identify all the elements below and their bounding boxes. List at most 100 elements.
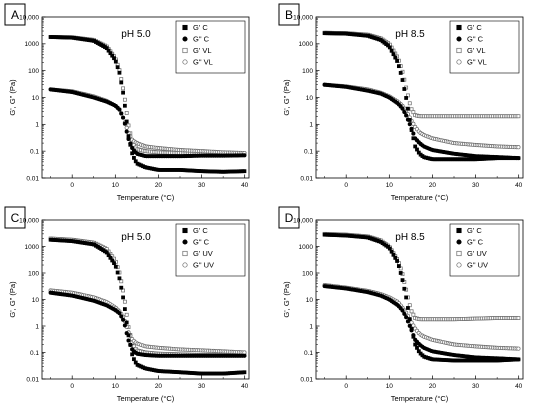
- data-point: [400, 308, 405, 313]
- y-tick-label: 0.1: [30, 148, 39, 155]
- legend-entry: G' C: [193, 23, 208, 32]
- chart-panel-c: C 0.01 0.1 1 10 100 1000 10,000 0 10 20 30 40 Tempera…: [4, 206, 250, 403]
- x-tick-label: 20: [155, 182, 163, 189]
- data-point: [126, 338, 131, 343]
- series-g-c: [322, 284, 521, 362]
- legend-marker: [182, 262, 188, 268]
- y-tick-label: 10,000: [19, 14, 39, 21]
- data-point: [407, 122, 412, 127]
- data-point: [121, 317, 126, 322]
- y-tick-label: 0.1: [304, 350, 313, 357]
- data-point: [242, 370, 247, 375]
- x-tick-label: 20: [155, 383, 163, 390]
- data-point: [413, 144, 418, 149]
- data-point: [128, 342, 133, 347]
- series-g-c: [48, 290, 247, 358]
- legend-marker: [456, 262, 462, 268]
- data-point: [122, 97, 127, 102]
- y-axis-label: G', G" (Pa): [282, 281, 291, 318]
- x-axis-label: Temperature (°C): [391, 394, 449, 403]
- data-point: [117, 276, 122, 281]
- y-tick-label: 0.01: [26, 175, 39, 182]
- data-point: [396, 64, 401, 69]
- plot-area: [48, 35, 247, 174]
- data-point: [398, 71, 403, 75]
- chart-title: pH 5.0: [121, 29, 151, 40]
- y-tick-label: 0.01: [26, 376, 39, 383]
- data-point: [404, 295, 409, 300]
- y-tick-label: 10: [306, 297, 314, 304]
- series-g-c: [322, 82, 521, 161]
- data-point: [409, 328, 414, 333]
- y-axis-label: G', G" (Pa): [8, 281, 17, 318]
- legend-marker: [182, 227, 188, 234]
- data-point: [396, 264, 401, 268]
- data-point: [121, 115, 126, 120]
- series-g-c: [48, 35, 247, 174]
- legend-entry: G" C: [467, 35, 484, 44]
- data-point: [113, 264, 118, 269]
- x-tick-label: 10: [386, 182, 394, 189]
- legend-marker: [456, 250, 462, 257]
- x-axis-label: Temperature (°C): [391, 193, 449, 202]
- panel-label: A: [11, 8, 19, 22]
- plot-area: [322, 30, 521, 162]
- data-point: [130, 352, 135, 357]
- data-point: [119, 314, 124, 319]
- y-tick-label: 10,000: [293, 217, 313, 224]
- data-point: [409, 126, 414, 131]
- legend-marker: [182, 24, 188, 31]
- legend-marker: [456, 227, 462, 234]
- data-point: [124, 320, 129, 325]
- x-tick-label: 30: [472, 383, 480, 390]
- data-point: [124, 312, 129, 317]
- y-tick-label: 0.01: [300, 175, 313, 182]
- data-point: [402, 286, 407, 291]
- data-point: [117, 107, 122, 112]
- x-tick-label: 20: [429, 383, 437, 390]
- x-tick-label: 0: [70, 182, 74, 189]
- y-tick-label: 1: [35, 122, 39, 129]
- legend: G' C G" C G' VL G" VL: [175, 20, 246, 74]
- chart-title: pH 5.0: [121, 232, 151, 243]
- data-point: [402, 311, 407, 316]
- series-g-vl: [48, 87, 247, 156]
- data-point: [242, 153, 247, 158]
- data-point: [393, 55, 398, 60]
- data-point: [516, 357, 521, 362]
- data-point: [395, 59, 399, 63]
- y-tick-label: 1: [309, 323, 313, 330]
- data-point: [405, 319, 410, 324]
- data-point: [415, 345, 419, 350]
- x-tick-label: 20: [429, 182, 437, 189]
- series-g-c: [48, 237, 247, 376]
- legend-marker: [456, 36, 462, 42]
- legend: G' C G" C G' UV G" UV: [449, 223, 520, 277]
- data-point: [404, 96, 409, 100]
- data-point: [387, 246, 392, 251]
- x-axis-label: Temperature (°C): [117, 394, 175, 403]
- legend-marker: [182, 250, 188, 257]
- legend-entry: G" UV: [193, 261, 214, 270]
- data-point: [121, 86, 125, 91]
- data-point: [132, 357, 136, 362]
- data-point: [124, 125, 129, 130]
- data-point: [400, 106, 405, 111]
- panel-label-box: [4, 206, 26, 229]
- data-point: [389, 48, 394, 53]
- legend-marker: [182, 47, 188, 54]
- legend-entry: G" C: [193, 35, 210, 44]
- x-tick-label: 40: [241, 383, 249, 390]
- data-point: [128, 141, 133, 146]
- data-point: [113, 59, 118, 64]
- data-point: [122, 103, 127, 108]
- data-point: [406, 106, 410, 111]
- data-point: [132, 156, 136, 160]
- data-point: [516, 145, 521, 150]
- data-point: [387, 45, 392, 50]
- data-point: [389, 249, 394, 254]
- data-point: [119, 80, 124, 85]
- legend-entry: G" VL: [193, 58, 213, 67]
- data-point: [411, 333, 416, 338]
- y-tick-label: 100: [302, 68, 313, 75]
